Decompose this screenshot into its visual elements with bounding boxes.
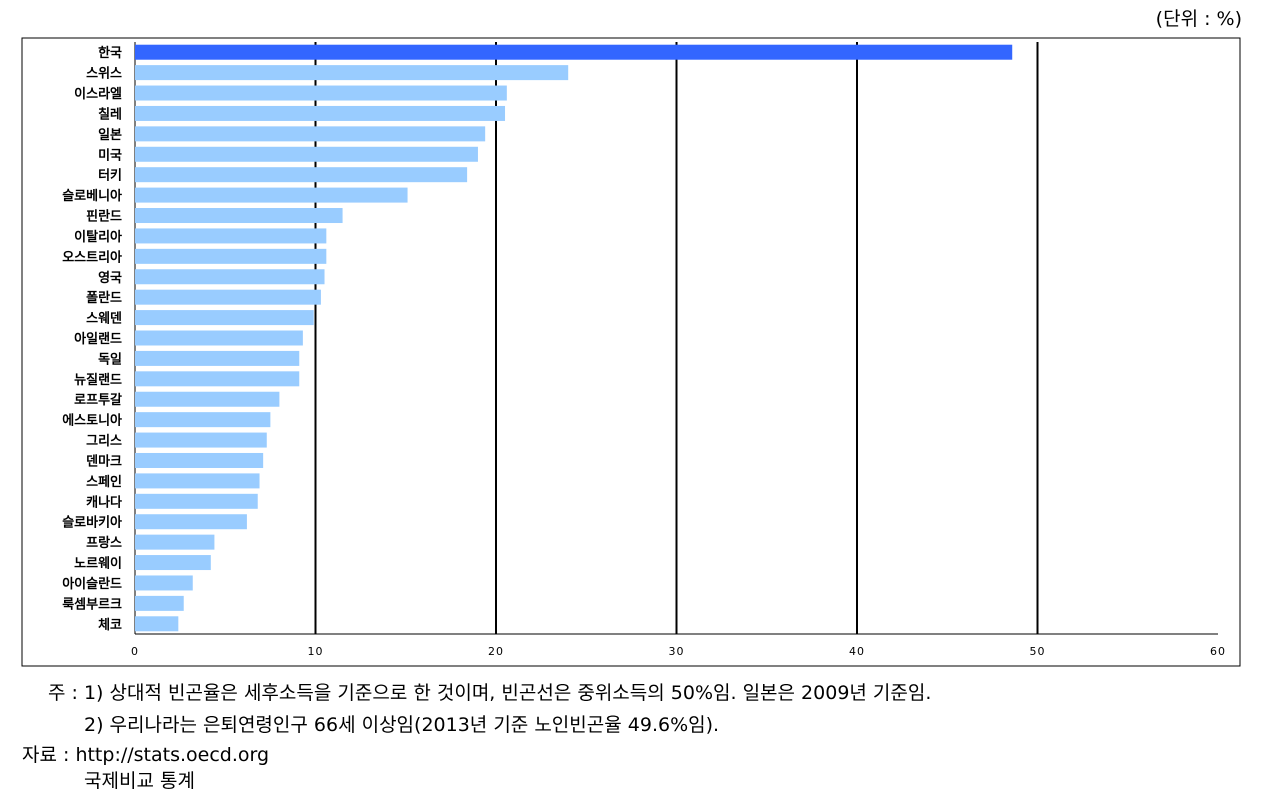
category-label: 이스라엘 <box>74 86 122 102</box>
category-label: 캐나다 <box>86 494 122 510</box>
bar-26 <box>135 575 193 591</box>
category-label: 뉴질랜드 <box>74 372 122 388</box>
bar-21 <box>135 473 260 489</box>
source-note: 자료 : http://stats.oecd.org <box>22 744 270 766</box>
category-label: 이탈리아 <box>74 229 122 245</box>
category-label: 체코 <box>98 618 122 633</box>
bar-20 <box>135 452 264 468</box>
category-label: 칠레 <box>98 106 122 122</box>
category-label: 오스트리아 <box>62 249 122 265</box>
category-label: 폴란드 <box>86 291 122 306</box>
bar-2 <box>135 85 507 101</box>
bar-6 <box>135 167 468 183</box>
bar-27 <box>135 595 184 611</box>
bar-1 <box>135 65 569 81</box>
bar-12 <box>135 289 321 305</box>
bar-0 <box>135 44 1013 60</box>
category-label: 프랑스 <box>86 536 122 551</box>
bar-5 <box>135 146 478 162</box>
bar-18 <box>135 412 271 428</box>
bar-7 <box>135 187 408 203</box>
category-label: 스웨덴 <box>86 311 122 327</box>
category-label: 슬로바키아 <box>62 515 122 531</box>
bar-28 <box>135 616 179 632</box>
category-label: 슬로베니아 <box>62 188 122 204</box>
category-label: 핀란드 <box>86 209 122 225</box>
category-label: 에스토니아 <box>62 413 122 429</box>
bar-chart: 한국스위스이스라엘칠레일본미국터키슬로베니아핀란드이탈리아오스트리아영국폴란드스… <box>21 37 1241 667</box>
category-labels: 한국스위스이스라엘칠레일본미국터키슬로베니아핀란드이탈리아오스트리아영국폴란드스… <box>62 45 122 633</box>
category-label: 영국 <box>98 271 122 286</box>
bar-22 <box>135 493 258 509</box>
category-label: 독일 <box>98 352 122 367</box>
bar-9 <box>135 228 327 244</box>
x-tick-label: 30 <box>669 645 685 658</box>
x-tick-label: 10 <box>308 645 324 658</box>
category-label: 그리스 <box>86 433 122 449</box>
x-tick-label: 20 <box>488 645 504 658</box>
bar-14 <box>135 330 303 346</box>
bar-15 <box>135 350 300 366</box>
x-tick-label: 40 <box>849 645 865 658</box>
bar-19 <box>135 432 267 448</box>
bar-13 <box>135 310 314 326</box>
category-label: 아일랜드 <box>74 331 122 347</box>
x-tick-label: 0 <box>131 645 139 658</box>
note-1: 주 : 1) 상대적 빈곤율은 세후소득을 기준으로 한 것이며, 빈곤선은 중… <box>48 682 932 704</box>
note-2: 2) 우리나라는 은퇴연령인구 66세 이상임(2013년 기준 노인빈곤율 4… <box>84 714 720 736</box>
bar-3 <box>135 105 506 121</box>
category-label: 일본 <box>98 128 122 143</box>
footer-note: 국제비교 통계 <box>84 770 195 792</box>
bar-23 <box>135 514 247 530</box>
unit-label: (단위 : %) <box>1155 8 1242 30</box>
category-label: 로프투갈 <box>74 393 122 408</box>
category-label: 한국 <box>98 45 122 61</box>
bar-25 <box>135 555 211 571</box>
category-label: 덴마크 <box>86 453 122 469</box>
category-label: 아이슬란드 <box>62 576 122 592</box>
category-label: 터키 <box>98 168 122 184</box>
category-label: 스위스 <box>86 67 122 82</box>
category-label: 룩셈부르크 <box>62 597 122 612</box>
x-tick-label: 50 <box>1030 645 1046 658</box>
category-label: 스페인 <box>86 474 122 490</box>
category-label: 미국 <box>98 147 122 163</box>
x-tick-label: 60 <box>1210 645 1226 658</box>
tick-labels: 0 10 20 30 40 50 60 <box>131 645 1226 658</box>
bar-8 <box>135 208 343 224</box>
bars <box>135 44 1013 632</box>
bar-17 <box>135 391 280 407</box>
bar-10 <box>135 248 327 264</box>
bar-11 <box>135 269 325 285</box>
bar-16 <box>135 371 300 387</box>
bar-24 <box>135 534 215 550</box>
bar-4 <box>135 126 486 142</box>
category-label: 노르웨이 <box>74 556 122 572</box>
